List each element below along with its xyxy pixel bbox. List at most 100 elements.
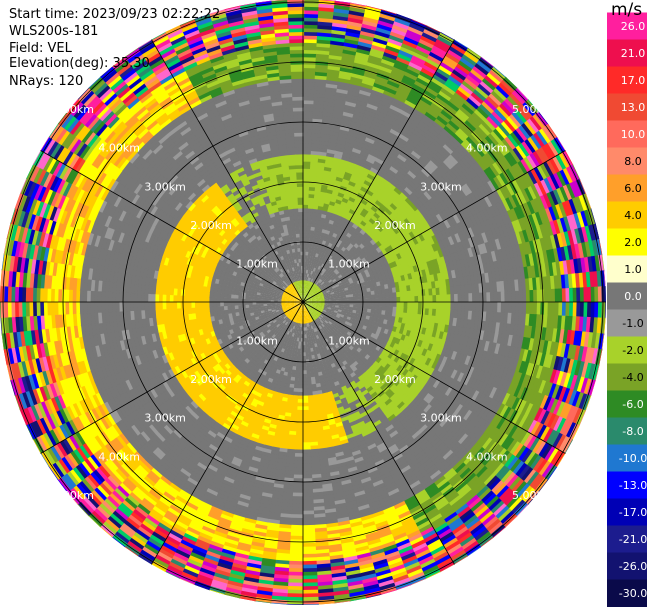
ppi-gate [310,270,314,275]
ppi-gate [486,115,500,130]
ppi-gate [303,71,316,76]
ppi-gate [371,214,379,222]
ppi-gate [332,18,349,25]
ppi-gate [339,66,354,74]
ppi-gate [493,145,505,159]
ppi-gate [436,93,451,105]
ppi-gate [390,27,408,37]
ppi-gate [313,197,320,203]
ppi-gate [334,0,352,4]
ppi-gate [309,172,318,177]
ppi-gate [348,196,356,203]
ppi-gate [394,118,407,128]
ppi-gate [447,205,457,217]
ppi-gate [316,281,321,286]
ppi-gate [313,289,318,293]
ppi-gate [346,20,364,28]
ppi-gate [427,54,443,66]
ppi-gate [483,118,497,132]
ppi-gate [303,236,307,241]
ppi-gate [307,218,312,224]
ppi-gate [404,207,413,217]
ppi-gate [353,110,366,118]
ppi-gate [488,92,503,107]
ppi-gate [442,84,457,96]
ppi-gate [387,151,398,161]
ppi-gate [502,184,513,199]
ppi-gate [429,142,442,153]
ppi-gate [306,225,312,231]
ppi-gate [512,147,525,162]
ppi-gate [511,90,527,106]
ppi-gate [310,290,314,295]
ppi-gate [312,110,324,116]
ppi-gate [357,156,367,165]
ppi-gate [313,279,318,284]
ppi-gate [446,217,455,228]
ppi-gate [416,158,427,169]
ppi-gate [338,165,348,173]
ppi-gate [469,114,483,128]
ppi-gate [400,164,411,174]
ppi-gate [360,169,370,178]
ppi-gate [303,225,308,231]
ppi-gate [450,166,461,178]
ppi-gate [468,133,481,147]
ppi-gate [395,156,406,166]
ppi-gate [415,76,431,88]
ppi-gate [311,292,315,296]
ppi-gate [340,121,352,129]
ppi-gate [463,195,473,208]
ppi-gate [306,276,309,281]
ppi-gate [442,186,453,197]
ppi-gate [303,207,309,213]
ppi-gate [461,53,478,67]
ppi-gate [389,72,404,82]
ppi-gate [405,120,418,131]
ppi-gate [499,186,510,200]
ppi-gate [335,91,349,98]
ppi-gate [472,65,488,79]
ppi-gate [434,70,450,83]
ppi-gate [375,209,384,217]
ppi-gate [457,187,467,199]
ppi-gate [489,164,501,178]
ppi-gate [474,62,491,77]
ppi-gate [423,221,432,231]
ppi-gate [370,205,379,213]
ppi-gate [340,59,355,67]
ppi-gate [305,287,308,292]
ppi-gate [396,87,411,98]
ppi-gate [303,56,317,62]
ppi-gate [480,56,495,68]
ppi-gate [311,266,315,272]
ppi-gate [343,148,353,155]
ppi-gate [368,217,376,225]
ppi-gate [345,27,362,35]
ppi-gate [410,132,423,143]
ppi-gate [399,46,416,56]
ppi-gate [366,61,381,70]
ppi-gate [501,100,516,115]
ppi-gate [303,287,305,292]
ppi-gate [386,231,394,239]
ppi-gate [387,37,404,47]
ppi-gate [398,133,410,143]
ppi-gate [348,127,360,135]
ppi-gate [327,284,332,288]
ppi-gate [379,147,391,156]
ppi-gate [353,167,363,174]
ppi-gate [308,197,315,202]
ppi-gate [414,208,424,218]
ppi-gate [389,104,403,114]
ppi-gate [425,86,440,98]
ppi-gate [392,66,407,76]
ppi-gate [317,288,321,292]
ppi-gate [468,149,481,163]
ppi-gate [356,99,369,108]
ppi-gate [363,71,378,80]
ppi-gate [421,135,434,146]
ppi-gate [383,89,397,99]
ppi-gate [491,110,505,125]
ppi-gate [312,274,316,279]
